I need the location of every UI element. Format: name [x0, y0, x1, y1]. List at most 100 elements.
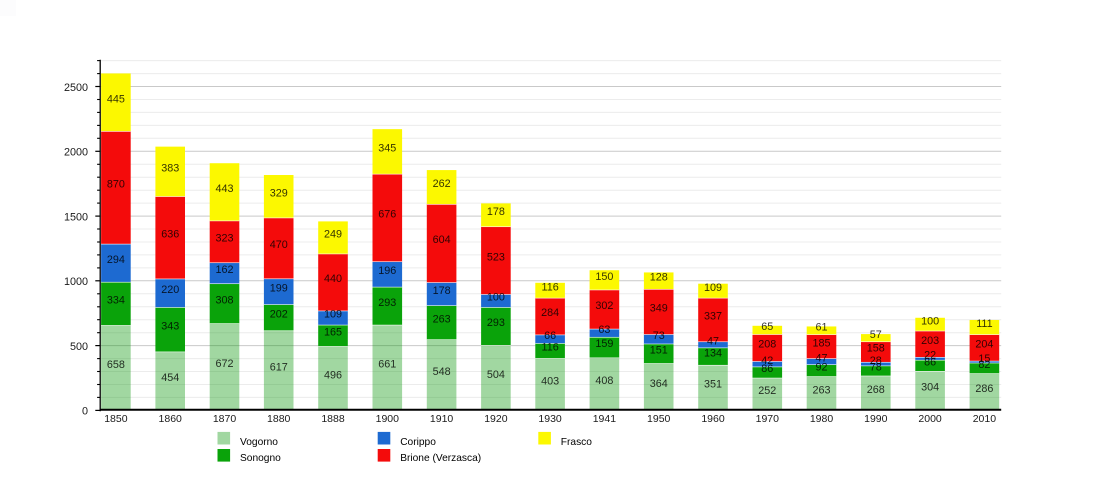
svg-text:Vogorno: Vogorno [240, 437, 278, 448]
svg-text:496: 496 [324, 369, 342, 381]
svg-text:343: 343 [161, 320, 179, 332]
svg-text:268: 268 [867, 384, 885, 396]
svg-text:349: 349 [650, 303, 668, 315]
svg-text:329: 329 [270, 187, 288, 199]
svg-text:61: 61 [815, 321, 827, 333]
svg-text:109: 109 [324, 309, 342, 321]
svg-text:1880: 1880 [267, 413, 291, 425]
svg-text:82: 82 [978, 359, 990, 371]
svg-text:408: 408 [595, 375, 613, 387]
svg-text:676: 676 [378, 209, 396, 221]
svg-text:1960: 1960 [701, 413, 725, 425]
svg-text:65: 65 [761, 321, 773, 333]
svg-text:661: 661 [378, 359, 396, 371]
svg-text:1970: 1970 [756, 413, 780, 425]
svg-text:337: 337 [704, 311, 722, 323]
svg-text:66: 66 [544, 330, 556, 342]
svg-text:617: 617 [270, 361, 288, 373]
svg-text:78: 78 [870, 362, 882, 374]
svg-text:128: 128 [650, 272, 668, 284]
svg-text:178: 178 [487, 206, 505, 218]
svg-text:504: 504 [487, 369, 505, 381]
svg-text:116: 116 [541, 342, 558, 354]
svg-text:158: 158 [867, 343, 885, 355]
svg-text:1500: 1500 [64, 211, 88, 223]
svg-text:364: 364 [650, 378, 668, 390]
svg-text:263: 263 [812, 384, 830, 396]
svg-text:263: 263 [433, 313, 451, 325]
svg-text:63: 63 [598, 324, 610, 336]
svg-text:208: 208 [758, 339, 776, 351]
svg-text:86: 86 [761, 363, 773, 375]
svg-text:658: 658 [107, 359, 125, 371]
svg-text:185: 185 [812, 337, 830, 349]
svg-text:304: 304 [921, 382, 939, 394]
svg-text:109: 109 [704, 282, 722, 294]
svg-text:134: 134 [704, 347, 722, 359]
svg-text:294: 294 [107, 254, 125, 266]
svg-text:870: 870 [107, 178, 125, 190]
svg-text:116: 116 [541, 281, 558, 293]
svg-text:42: 42 [761, 355, 773, 367]
svg-text:1900: 1900 [376, 413, 400, 425]
svg-text:178: 178 [433, 285, 451, 297]
svg-text:28: 28 [870, 355, 882, 367]
svg-text:203: 203 [921, 335, 939, 347]
svg-text:204: 204 [975, 339, 993, 351]
svg-text:202: 202 [270, 308, 288, 320]
svg-text:403: 403 [541, 375, 559, 387]
svg-text:284: 284 [541, 307, 559, 319]
svg-text:454: 454 [161, 372, 179, 384]
svg-text:1910: 1910 [430, 413, 454, 425]
svg-text:Brione (Verzasca): Brione (Verzasca) [400, 453, 481, 464]
svg-text:672: 672 [215, 358, 233, 370]
svg-text:2010: 2010 [973, 413, 997, 425]
svg-text:293: 293 [378, 297, 396, 309]
svg-text:92: 92 [815, 361, 827, 373]
svg-text:196: 196 [378, 265, 396, 277]
svg-text:252: 252 [758, 385, 776, 397]
svg-text:159: 159 [595, 338, 613, 350]
svg-text:100: 100 [921, 315, 939, 327]
svg-text:2500: 2500 [64, 82, 88, 94]
svg-text:249: 249 [324, 229, 342, 241]
svg-text:1860: 1860 [159, 413, 183, 425]
svg-text:22: 22 [924, 349, 936, 361]
svg-text:47: 47 [707, 336, 719, 348]
svg-text:151: 151 [650, 344, 668, 356]
svg-text:100: 100 [487, 292, 505, 304]
svg-text:293: 293 [487, 317, 505, 329]
svg-text:1850: 1850 [104, 413, 128, 425]
svg-text:1990: 1990 [864, 413, 888, 425]
svg-text:523: 523 [487, 251, 505, 263]
svg-text:57: 57 [870, 329, 882, 341]
svg-text:286: 286 [975, 383, 993, 395]
svg-text:220: 220 [161, 284, 179, 296]
svg-text:73: 73 [653, 330, 665, 342]
svg-text:1930: 1930 [538, 413, 562, 425]
svg-text:443: 443 [215, 183, 233, 195]
svg-text:15: 15 [978, 353, 990, 365]
svg-text:Sonogno: Sonogno [240, 453, 281, 464]
svg-text:345: 345 [378, 142, 396, 154]
svg-text:Corippo: Corippo [400, 437, 436, 448]
svg-text:0: 0 [82, 406, 88, 418]
svg-text:604: 604 [433, 234, 451, 246]
svg-text:111: 111 [976, 318, 992, 330]
svg-text:47: 47 [815, 352, 827, 364]
svg-text:548: 548 [433, 366, 451, 378]
svg-text:1980: 1980 [810, 413, 834, 425]
svg-text:1000: 1000 [64, 276, 88, 288]
svg-text:1870: 1870 [213, 413, 237, 425]
svg-text:199: 199 [270, 282, 288, 294]
svg-text:308: 308 [215, 294, 233, 306]
svg-text:86: 86 [924, 356, 936, 368]
svg-text:1888: 1888 [321, 413, 345, 425]
svg-text:2000: 2000 [918, 413, 942, 425]
svg-text:445: 445 [107, 93, 125, 105]
svg-text:Frasco: Frasco [561, 437, 592, 448]
svg-text:302: 302 [595, 300, 613, 312]
svg-text:1950: 1950 [647, 413, 671, 425]
svg-text:440: 440 [324, 273, 342, 285]
svg-text:2000: 2000 [64, 147, 88, 159]
